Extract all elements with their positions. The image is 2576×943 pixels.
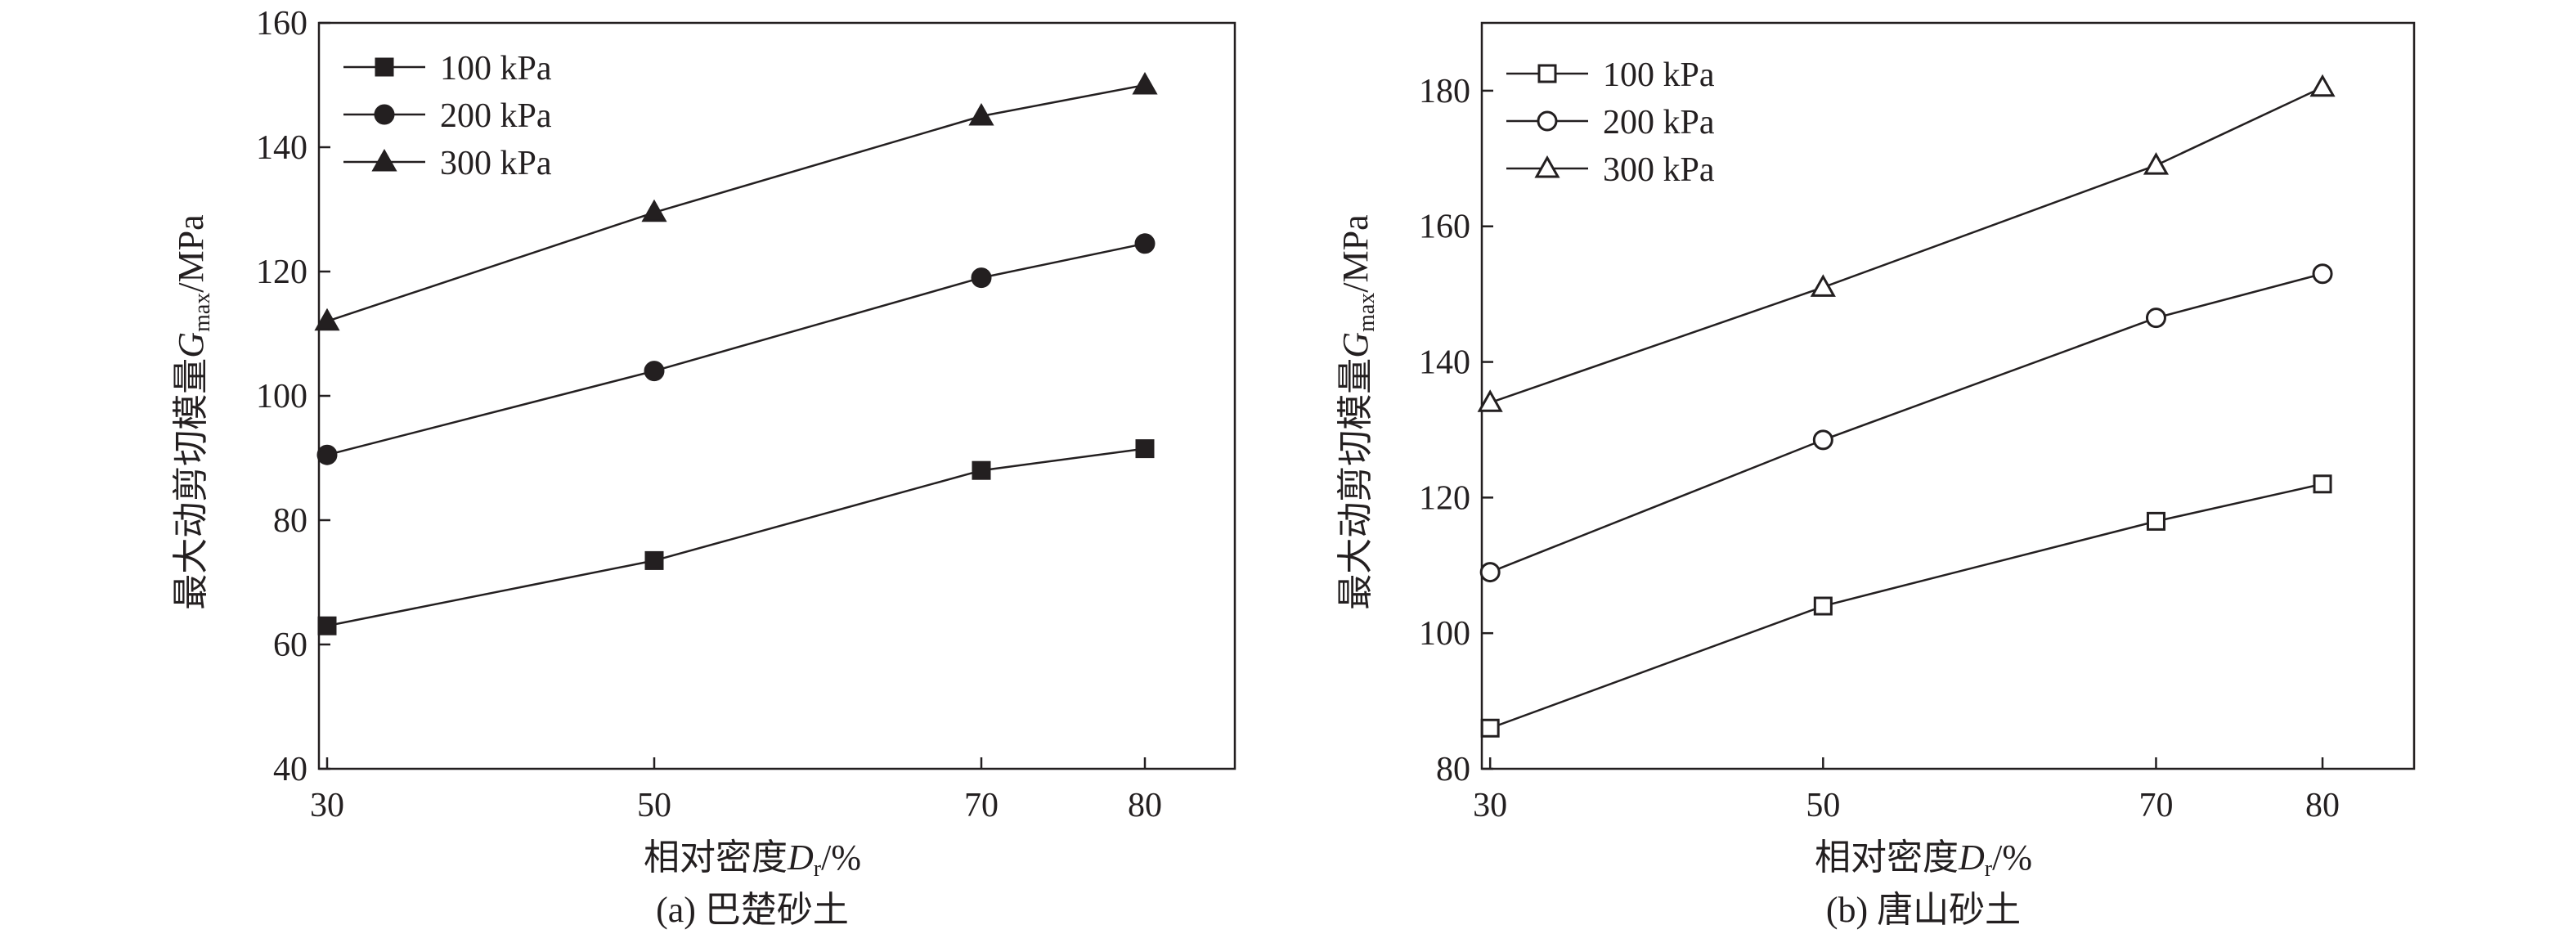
panel-b-series-300-kpa	[1477, 74, 2336, 412]
panel-b-y-tick-label: 100	[1419, 615, 1470, 653]
panel-b-y-axis-label-sub: max	[1354, 293, 1380, 332]
panel-b-y-tick-label: 160	[1419, 209, 1470, 246]
panel-a-y-tick-label: 80	[273, 502, 307, 540]
panel-b-data-point	[2312, 263, 2333, 285]
panel-b-y-tick-label: 120	[1419, 479, 1470, 517]
panel-b-x-axis-label-unit: /%	[1992, 837, 2032, 878]
panel-b-y-tick-label: 140	[1419, 344, 1470, 382]
panel-a-data-point	[644, 550, 664, 570]
panel-b-y-axis-label-var: G	[1335, 332, 1376, 358]
panel-b-x-tick-label: 70	[2138, 787, 2173, 824]
panel-b-legend-marker	[1537, 64, 1557, 83]
panel-a-series-300-kpa	[314, 71, 1158, 331]
panel-a-data-point	[641, 199, 667, 222]
panel-b-data-point	[1813, 596, 1833, 616]
panel-b-series-200-kpa	[1479, 263, 2333, 583]
panel-b-data-point	[1810, 274, 1836, 297]
panel-a-data-point	[1134, 233, 1156, 254]
panel-a-data-point	[314, 308, 340, 331]
panel-a-x-axis-label-var: D	[787, 837, 814, 878]
panel-b-x-tick-label: 80	[2305, 787, 2340, 824]
panel-b-data-point	[2309, 74, 2336, 97]
panel-a-data-point	[1132, 71, 1158, 95]
panel-a-y-axis-label-sub: max	[190, 293, 215, 332]
panel-a-legend: 100 kPa 200 kPa 300 kPa	[343, 50, 552, 182]
panel-b-series-line	[1489, 272, 2323, 573]
panel-a-x-axis-label-unit: /%	[821, 837, 861, 878]
panel-b-data-point	[2145, 308, 2166, 329]
panel-a-data-point	[968, 102, 994, 126]
panel-a-legend-marker	[375, 57, 394, 77]
panel-a-x-tick-label: 70	[964, 787, 999, 824]
panel-b-chart: 80 100 120 140 160 180 30 50 70 80 100 kPa 200 kPa 3…	[1335, 21, 2416, 930]
panel-b-x-axis-label-var: D	[1958, 837, 1985, 878]
panel-a-x-tick-label: 30	[310, 787, 344, 824]
panel-b-y-tick-label: 80	[1436, 751, 1470, 788]
panel-b-series-100-kpa	[1480, 474, 2332, 738]
panel-a-series-line	[326, 447, 1146, 627]
panel-b-y-axis-label: 最大动剪切模量Gmax/MPa	[1335, 214, 1380, 609]
panel-a-x-tick-label: 50	[637, 787, 671, 824]
panel-b-legend-marker	[1534, 155, 1560, 178]
panel-a-y-tick-label: 120	[256, 254, 307, 291]
panel-a-y-axis-label-main: 最大动剪切模量	[171, 358, 211, 610]
panel-a-x-axis-label-sub: r	[814, 856, 822, 882]
panel-b-legend-label: 100 kPa	[1603, 56, 1715, 94]
panel-a-data-point	[316, 444, 338, 465]
panel-a-chart: 40 60 80 100 120 140 160 30 50 70 80 100 kPa 200 kPa…	[171, 5, 1236, 930]
panel-a-legend-label: 100 kPa	[440, 50, 552, 88]
panel-a-y-axis-label-unit: /MPa	[171, 214, 211, 292]
panel-a-x-axis-label: 相对密度Dr/%	[644, 837, 861, 882]
panel-a-series-100-kpa	[317, 439, 1155, 635]
panel-a-y-axis-label-var: G	[171, 332, 211, 358]
panel-a-y-axis-label: 最大动剪切模量Gmax/MPa	[171, 214, 215, 609]
panel-b-data-point	[2143, 152, 2170, 175]
panel-b-data-point	[2313, 474, 2332, 494]
panel-a-legend-label: 200 kPa	[440, 97, 552, 135]
panel-a-y-tick-label: 100	[256, 378, 307, 415]
panel-b-series-line	[1489, 483, 2323, 730]
panel-a-data-point	[644, 361, 665, 382]
panel-a-y-tick-label: 60	[273, 626, 307, 664]
panel-a-series-200-kpa	[316, 233, 1156, 465]
panel-b-x-tick-label: 30	[1473, 787, 1507, 824]
panel-a-y-tick-label: 40	[273, 751, 307, 788]
panel-b-x-axis-label: 相对密度Dr/%	[1815, 837, 2032, 882]
panel-b-data-point	[2146, 511, 2165, 531]
panel-b-x-tick-label: 50	[1806, 787, 1840, 824]
panel-b-data-point	[1812, 429, 1833, 451]
panel-b-legend-marker	[1537, 110, 1558, 132]
panel-b-data-point	[1477, 389, 1503, 412]
panel-a-data-point	[971, 267, 992, 289]
panel-a-y-tick-label: 140	[256, 129, 307, 167]
panel-b-series-line	[1489, 86, 2323, 404]
panel-a-series-line	[326, 83, 1146, 322]
panel-b-data-point	[1480, 718, 1500, 738]
panel-a-series-line	[326, 242, 1146, 456]
panel-b-legend-label: 300 kPa	[1603, 151, 1715, 189]
panel-a-x-axis-label-main: 相对密度	[644, 837, 788, 878]
panel-b-plot-frame	[1480, 21, 2416, 770]
panel-b-x-axis-label-main: 相对密度	[1815, 837, 1959, 878]
panel-b-y-axis-label-main: 最大动剪切模量	[1335, 358, 1376, 610]
panel-b-x-axis-label-sub: r	[1985, 856, 1993, 882]
panel-a-data-point	[1135, 439, 1155, 459]
panel-a-x-tick-label: 80	[1128, 787, 1162, 824]
panel-a-legend-marker	[374, 104, 395, 125]
panel-a-caption: (a) 巴楚砂土	[656, 890, 849, 930]
panel-b-legend: 100 kPa 200 kPa 300 kPa	[1506, 56, 1715, 189]
panel-b-caption: (b) 唐山砂土	[1826, 890, 2021, 930]
panel-b-y-axis-label-unit: /MPa	[1335, 214, 1376, 292]
panel-b-y-tick-label: 180	[1419, 73, 1470, 110]
panel-a-data-point	[317, 616, 337, 635]
panel-a-y-tick-label: 160	[256, 5, 307, 43]
panel-a-legend-marker	[371, 148, 397, 172]
panel-b-data-point	[1479, 562, 1501, 583]
panel-b-legend-label: 200 kPa	[1603, 104, 1715, 141]
panel-a-data-point	[972, 460, 991, 480]
panel-a-legend-label: 300 kPa	[440, 145, 552, 182]
